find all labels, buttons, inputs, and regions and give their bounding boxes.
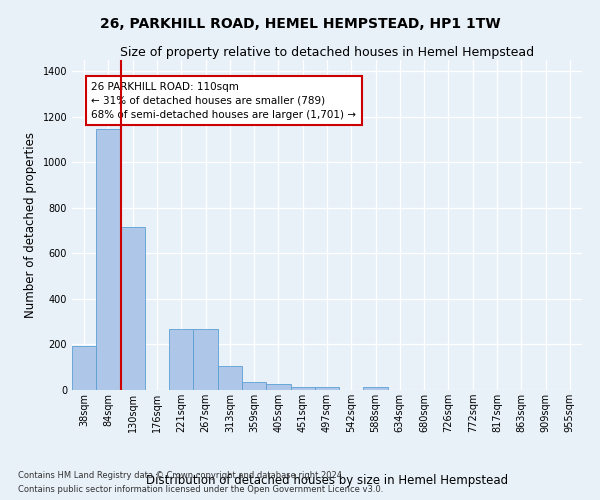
Text: 26, PARKHILL ROAD, HEMEL HEMPSTEAD, HP1 1TW: 26, PARKHILL ROAD, HEMEL HEMPSTEAD, HP1 … — [100, 18, 500, 32]
Bar — [364, 386, 388, 390]
Bar — [266, 384, 290, 390]
Title: Size of property relative to detached houses in Hemel Hempstead: Size of property relative to detached ho… — [120, 46, 534, 59]
Bar — [121, 228, 145, 390]
Bar — [72, 346, 96, 390]
Bar — [96, 130, 121, 390]
Text: 26 PARKHILL ROAD: 110sqm
← 31% of detached houses are smaller (789)
68% of semi-: 26 PARKHILL ROAD: 110sqm ← 31% of detach… — [91, 82, 356, 120]
Bar — [242, 382, 266, 390]
Bar — [193, 328, 218, 390]
Bar — [315, 388, 339, 390]
Text: Contains public sector information licensed under the Open Government Licence v3: Contains public sector information licen… — [18, 486, 383, 494]
Bar — [169, 328, 193, 390]
Text: Contains HM Land Registry data © Crown copyright and database right 2024.: Contains HM Land Registry data © Crown c… — [18, 470, 344, 480]
Bar — [290, 387, 315, 390]
X-axis label: Distribution of detached houses by size in Hemel Hempstead: Distribution of detached houses by size … — [146, 474, 508, 487]
Y-axis label: Number of detached properties: Number of detached properties — [24, 132, 37, 318]
Bar — [218, 366, 242, 390]
